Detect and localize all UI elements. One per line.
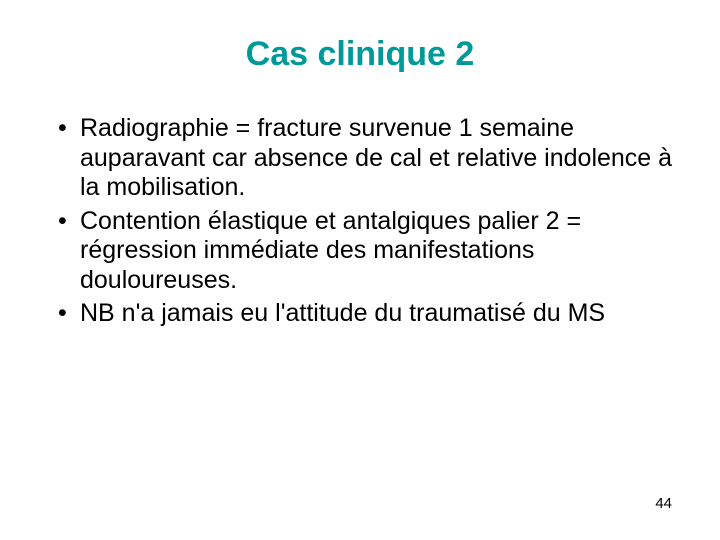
bullet-item: Contention élastique et antalgiques pali… bbox=[58, 207, 680, 296]
slide-title: Cas clinique 2 bbox=[40, 35, 680, 74]
bullet-item: NB n'a jamais eu l'attitude du traumatis… bbox=[58, 299, 680, 329]
slide-container: Cas clinique 2 Radiographie = fracture s… bbox=[0, 0, 720, 540]
bullet-list: Radiographie = fracture survenue 1 semai… bbox=[40, 114, 680, 329]
page-number: 44 bbox=[655, 495, 672, 512]
bullet-item: Radiographie = fracture survenue 1 semai… bbox=[58, 114, 680, 203]
